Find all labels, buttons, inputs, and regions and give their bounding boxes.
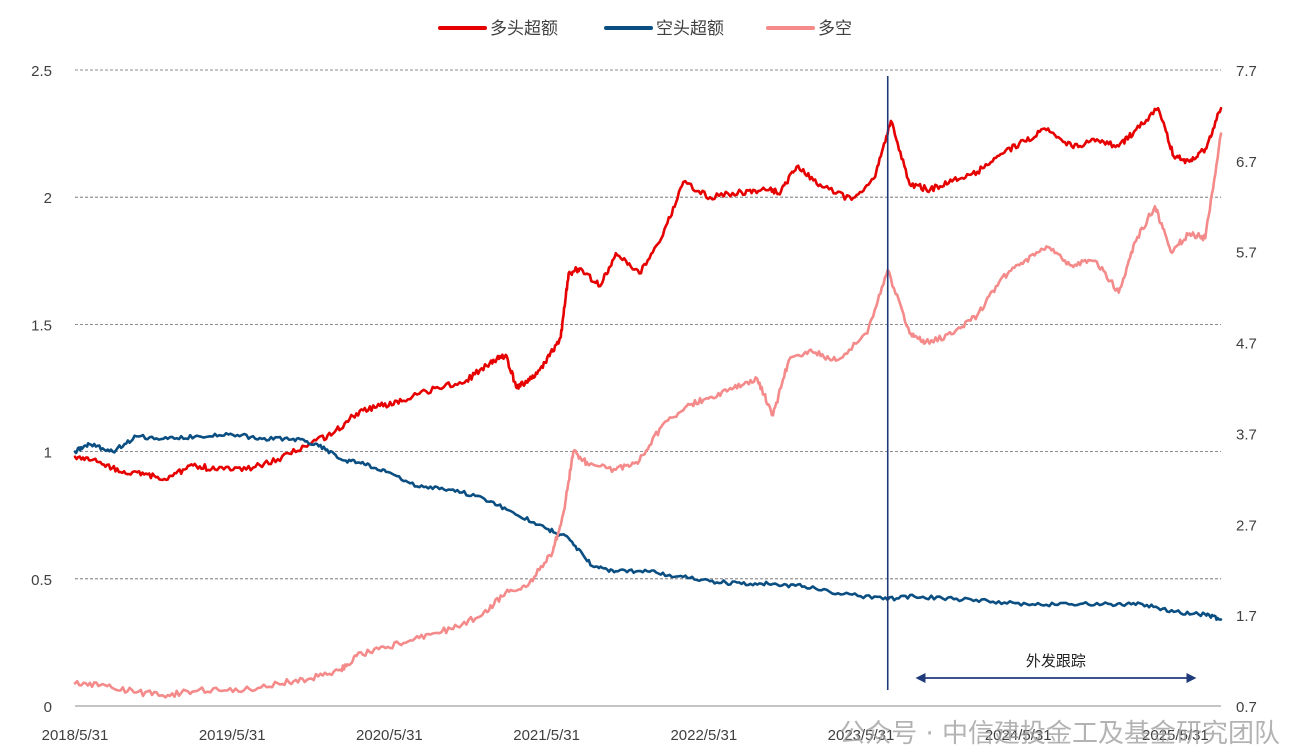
y-left-tick-label: 1.5: [31, 317, 52, 334]
y-left-tick-label: 1: [44, 445, 52, 462]
y-right-tick-label: 1.7: [1236, 608, 1257, 625]
y-left-tick-label: 2.5: [31, 63, 52, 80]
grid-lines: [75, 69, 1221, 707]
x-tick-label: 2018/5/31: [42, 727, 109, 744]
legend-label: 空头超额: [656, 19, 724, 39]
y-right-tick-label: 6.7: [1236, 154, 1257, 171]
legend-label: 多空: [818, 19, 852, 39]
y-left-tick-label: 0: [44, 699, 52, 716]
x-tick-label: 2019/5/31: [199, 727, 266, 744]
y-axis-left: 0 0.5 1 1.5 2 2.5: [31, 63, 52, 716]
watermark: 公众号 · 中信建投金工及基金研究团队: [839, 719, 1280, 749]
watermark-text: 公众号 · 中信建投金工及基金研究团队: [839, 719, 1280, 749]
x-tick-label: 2023/5/31: [828, 727, 895, 744]
x-tick-label: 2022/5/31: [670, 727, 737, 744]
y-axis-right: 0.7 1.7 2.7 3.7 4.7 5.7 6.7 7.7: [1236, 63, 1257, 716]
series-line-3: [73, 132, 1223, 699]
x-axis: 2018/5/31 2019/5/31 2020/5/31 2021/5/31 2022…: [42, 727, 1209, 744]
x-tick-label: 2025/5/31: [1142, 727, 1209, 744]
y-right-tick-label: 5.7: [1236, 245, 1257, 262]
y-right-tick-label: 0.7: [1236, 699, 1257, 716]
y-left-tick-label: 2: [44, 190, 52, 207]
annotations: 外发跟踪: [886, 76, 1197, 690]
y-right-tick-label: 4.7: [1236, 336, 1257, 353]
legend-label: 多头超额: [490, 19, 558, 39]
tracking-label: 外发跟踪: [1026, 652, 1086, 670]
x-tick-label: 2021/5/31: [513, 727, 580, 744]
y-right-tick-label: 7.7: [1236, 63, 1257, 80]
y-right-tick-label: 2.7: [1236, 517, 1257, 534]
series-line-1: [73, 106, 1223, 482]
legend: 多头超额 空头超额 多空: [438, 19, 852, 39]
series-line-2: [73, 431, 1223, 621]
x-tick-label: 2020/5/31: [356, 727, 423, 744]
y-right-tick-label: 3.7: [1236, 426, 1257, 443]
series-lines: [73, 106, 1223, 699]
x-tick-label: 2024/5/31: [985, 727, 1052, 744]
y-left-tick-label: 0.5: [31, 572, 52, 589]
